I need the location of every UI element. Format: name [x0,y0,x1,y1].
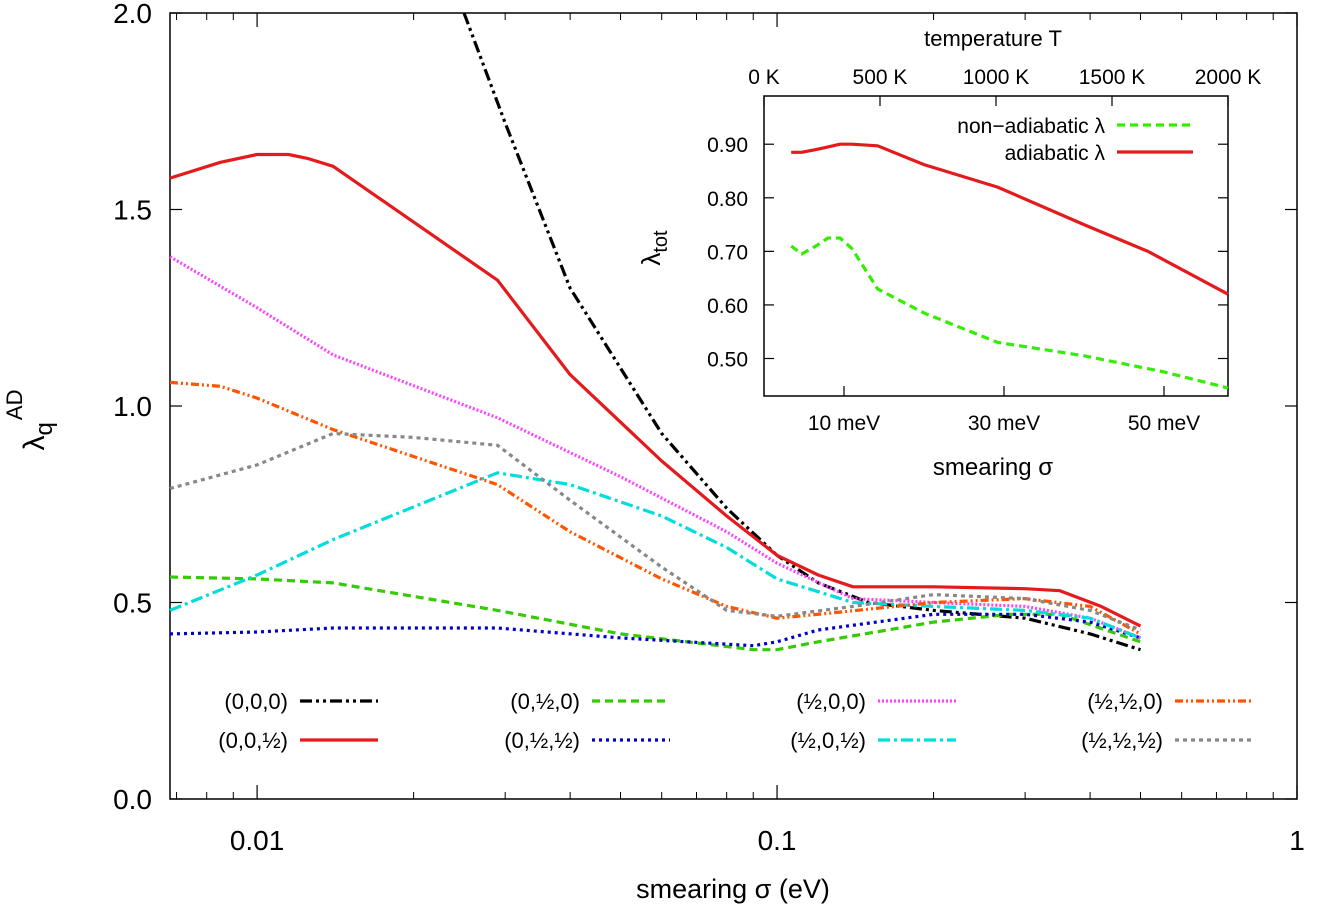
inset-x2-tick-label: 1500 K [1079,66,1146,89]
main-x-tick-label: 1 [1289,825,1305,856]
main-series-line-5 [169,471,1142,640]
main-legend-label-6: (½,½,0) [1087,689,1163,714]
inset-legend-label-0: non−adiabatic λ [957,115,1105,138]
inset-legend-label-1: adiabatic λ [1005,142,1106,165]
inset-x-tick-label: 50 meV [1128,412,1200,435]
main-legend-label-7: (½,½,½) [1081,728,1163,753]
inset-plot-frame [763,95,1229,397]
inset-y-tick-label: 0.70 [707,241,748,264]
inset-legend: non−adiabatic λ adiabatic λ [957,115,1193,165]
inset-x-tick-label: 30 meV [968,412,1040,435]
inset-y-tick-label: 0.60 [707,295,748,318]
inset-series-line-1 [791,142,1229,296]
main-series-line-0 [462,12,1141,652]
main-x-axis-title: smearing σ (eV) [636,874,830,904]
main-y-tick-label: 2.0 [113,0,152,29]
inset-y-axis-title-sub: tot [650,230,672,253]
main-y-axis-title-sup: AD [2,390,27,421]
main-x-tick-label: 0.01 [230,825,285,856]
inset-y-tick-label: 0.50 [707,349,748,372]
inset-series [790,142,1229,390]
inset-x2-tick-label: 2000 K [1195,66,1262,89]
main-series-line-3 [169,612,1141,648]
inset-y-axis-title-main: λ [636,253,666,266]
main-series [169,12,1142,652]
main-ticks: 0.0 0.5 1.0 1.5 2.0 0.01 0.1 1 [113,0,1305,856]
inset-x2-tick-label: 1000 K [963,66,1030,89]
main-y-tick-label: 0.5 [113,588,152,619]
main-legend-label-5: (½,0,½) [790,728,866,753]
main-legend-label-2: (0,½,0) [510,689,580,714]
inset-plot: 0.50 0.60 0.70 0.80 0.90 10 meV 30 meV 50 meV 0 … [636,26,1261,481]
inset-series-line-0 [790,236,1229,390]
main-x-tick-label: 0.1 [758,825,797,856]
inset-x2-axis-title: temperature T [924,26,1062,51]
main-legend: (0,0,0) (0,0,½) (0,½,0) (0,½,½) (½,0,0) (½,0,… [218,689,1253,753]
main-y-axis-title-sub: q [31,422,58,435]
main-series-line-2 [169,575,1142,652]
inset-ticks: 0.50 0.60 0.70 0.80 0.90 10 meV 30 meV 50 meV 0 … [707,66,1261,435]
inset-y-tick-label: 0.80 [707,188,748,211]
main-y-axis-title: λq AD [2,390,58,451]
main-legend-label-3: (0,½,½) [504,728,580,753]
inset-x-tick-label: 10 meV [808,412,880,435]
main-series-line-4 [169,255,1142,640]
main-y-tick-label: 1.5 [113,195,152,226]
main-plot: 0.00.51.01.52.00.01 0.1 1 smearing σ (eV) … [2,0,1305,904]
main-series-line-6 [169,380,1142,636]
main-series-line-1 [169,152,1142,628]
main-y-axis-title-main: λ [18,435,51,450]
inset-y-tick-label: 0.90 [707,134,748,157]
inset-y-axis-title: λtot [636,230,672,266]
main-y-tick-label: 1.0 [113,391,152,422]
inset-x2-tick-label: 0 K [748,66,780,89]
main-legend-label-1: (0,0,½) [218,728,288,753]
inset-x-axis-title: smearing σ [933,454,1053,481]
main-y-tick-label: 0.0 [113,784,152,815]
main-legend-label-4: (½,0,0) [796,689,866,714]
main-legend-label-0: (0,0,0) [224,689,288,714]
inset-x2-tick-label: 500 K [853,66,908,89]
main-series-line-7 [169,431,1142,632]
